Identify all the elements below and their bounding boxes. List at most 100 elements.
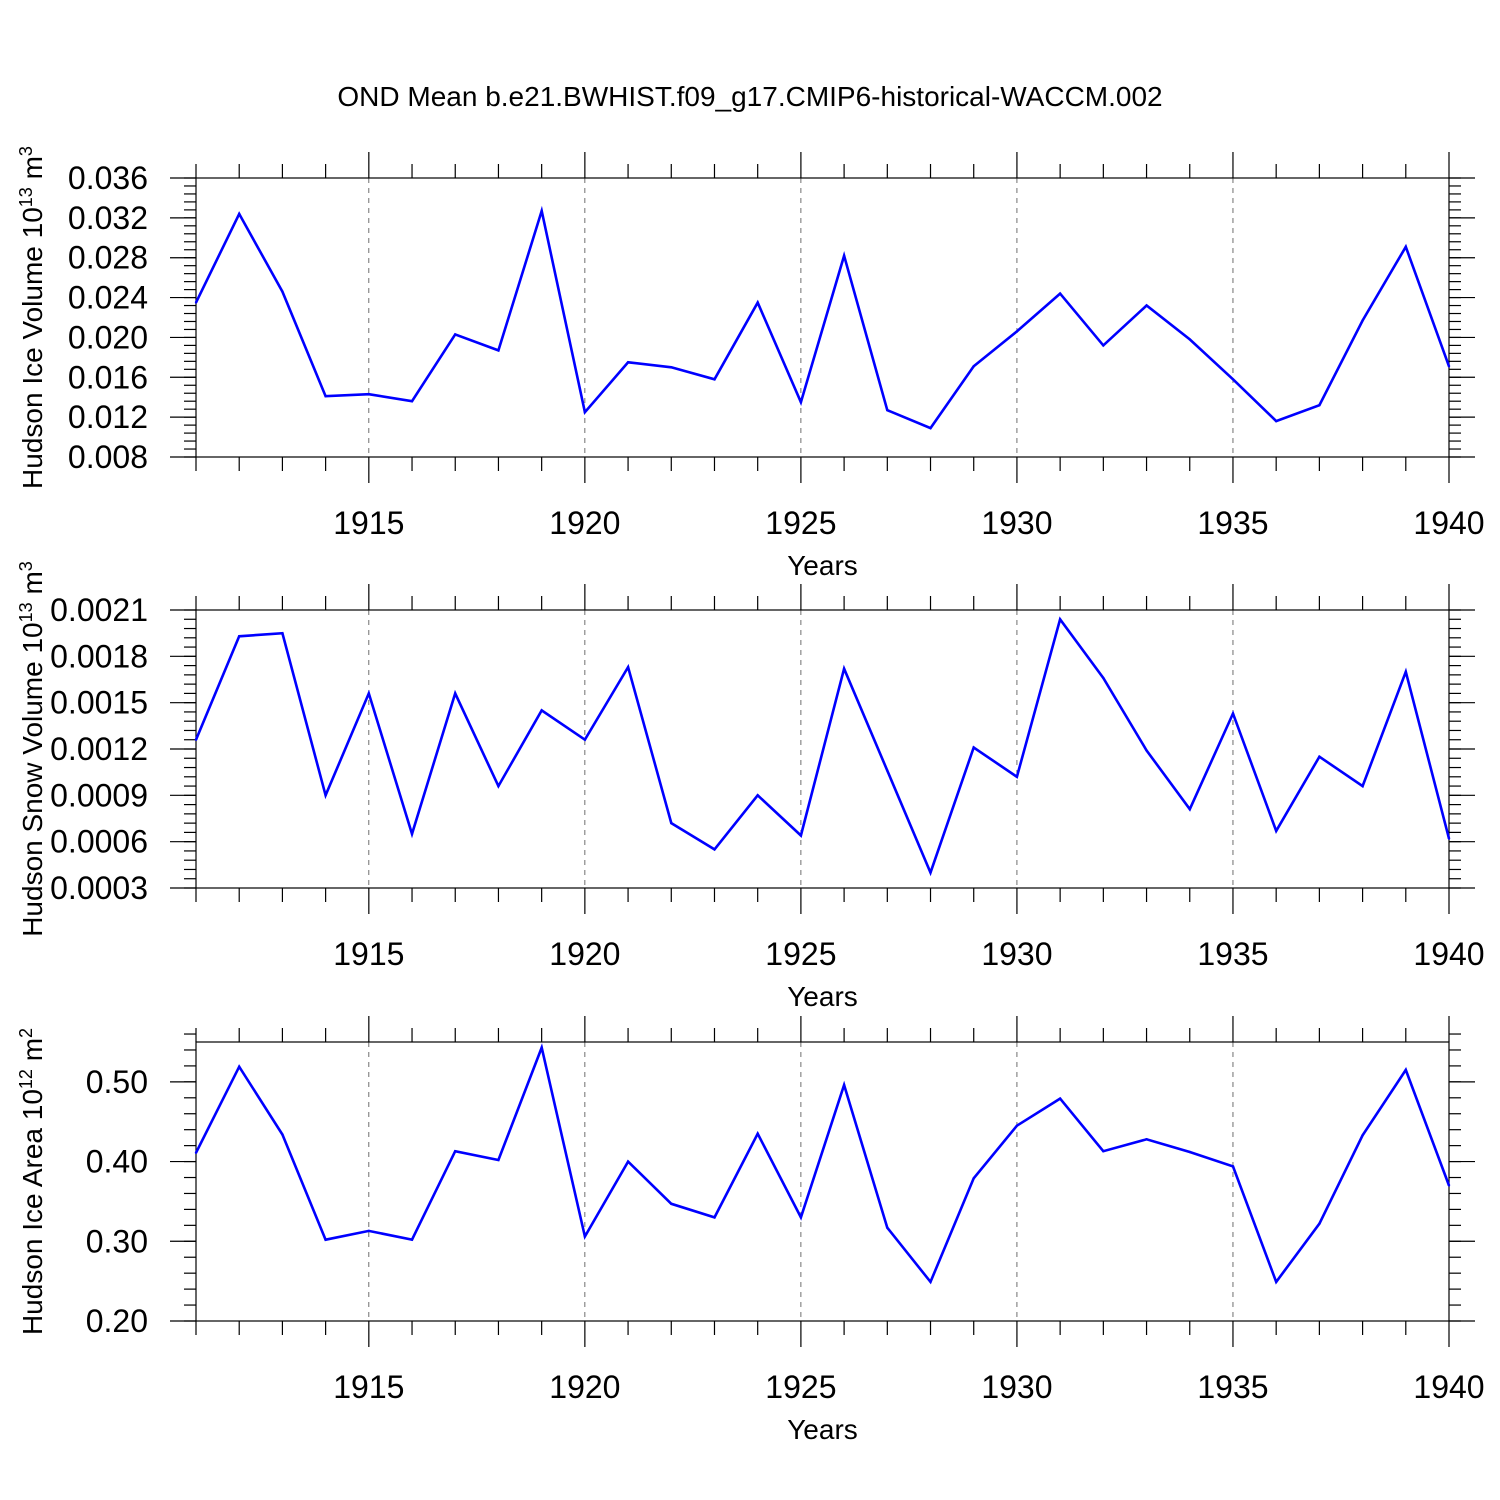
ice-area-data-point <box>410 1238 414 1241</box>
ice-area-x-tick-label: 1915 <box>333 1369 404 1405</box>
snow-volume-y-tick-label: 0.0003 <box>50 870 148 906</box>
ice-area-data-point <box>1231 1165 1235 1168</box>
snow-volume-data-point <box>1145 749 1148 752</box>
ice-volume-y-tick-label: 0.012 <box>68 399 148 435</box>
ice-volume-data-point <box>194 301 198 304</box>
ice-volume-data-point <box>626 361 630 364</box>
snow-volume-data-point <box>540 709 543 712</box>
snow-volume-data-point <box>1231 712 1235 715</box>
ice-area-x-tick-label: 1920 <box>549 1369 620 1405</box>
snow-volume-y-tick-label: 0.0006 <box>50 824 148 860</box>
ice-volume-data-point <box>1447 365 1451 368</box>
snow-volume-y-axis-label-unit-exponent: 3 <box>16 561 36 571</box>
ice-area-y-tick-label: 0.50 <box>86 1064 148 1100</box>
snow-volume-series-line <box>194 616 1451 877</box>
ice-volume-x-tick-label: 1915 <box>333 505 404 541</box>
ice-volume-data-point <box>799 400 803 404</box>
snow-volume-data-point <box>1274 829 1278 833</box>
ice-volume-data-point <box>1102 344 1105 347</box>
ice-area-plot-frame <box>195 1041 1450 1322</box>
ice-area-data-point <box>799 1216 803 1219</box>
snow-volume-panel: 1915 1920 1925 1930 1935 1940 0.0003 0.0006 0.00… <box>16 561 1485 1012</box>
snow-volume-data-point <box>842 667 846 670</box>
ice-area-data-point <box>1318 1222 1321 1225</box>
snow-volume-data-point <box>929 871 932 874</box>
ice-volume-data-point <box>842 254 846 257</box>
ice-volume-data-point <box>670 366 673 369</box>
ice-volume-y-tick-label: 0.008 <box>68 439 148 475</box>
ice-area-y-axis-label: Hudson Ice Area 1012 m2 <box>16 1028 48 1335</box>
ice-volume-data-point <box>583 410 587 414</box>
ice-volume-series-line <box>194 205 1451 430</box>
ice-volume-data-point <box>713 378 716 381</box>
ice-volume-y-axis-label-text: Hudson Ice Volume 10 <box>17 207 48 489</box>
ice-volume-x-tick-label: 1940 <box>1413 505 1484 541</box>
ice-area-data-point <box>1188 1150 1191 1154</box>
snow-volume-x-tick-label: 1940 <box>1413 936 1484 972</box>
snow-volume-data-point <box>1015 775 1019 778</box>
ice-volume-y-tick-label: 0.016 <box>68 359 148 395</box>
ice-volume-data-point <box>1318 403 1321 407</box>
snow-volume-y-axis-label: Hudson Snow Volume 1013 m3 <box>16 561 48 937</box>
ice-area-data-point <box>1015 1124 1019 1127</box>
snow-volume-data-point <box>972 746 975 749</box>
snow-volume-y-axis-label-exponent: 13 <box>16 602 36 622</box>
ice-volume-data-point <box>324 395 327 398</box>
ice-volume-data-point <box>410 400 414 403</box>
snow-volume-data-point <box>281 631 284 635</box>
ice-volume-data-point <box>281 290 284 293</box>
ice-volume-data-point <box>929 426 932 430</box>
ice-volume-x-tick-label: 1925 <box>765 505 836 541</box>
ice-volume-y-axis-label-exponent: 13 <box>16 187 36 207</box>
ice-volume-panel: 1915 1920 1925 1930 1935 1940 0.008 0.012 0.016 0… <box>16 146 1485 581</box>
snow-volume-x-axis-label: Years <box>787 981 858 1012</box>
ice-volume-y-tick-label: 0.028 <box>68 240 148 276</box>
snow-volume-data-point <box>238 635 241 638</box>
ice-area-data-point <box>1274 1280 1278 1284</box>
ice-volume-x-tick-label: 1930 <box>981 505 1052 541</box>
ice-volume-data-point <box>454 333 457 336</box>
snow-volume-data-point <box>1447 837 1451 840</box>
snow-volume-data-point <box>1361 784 1364 788</box>
snow-volume-x-tick-label: 1915 <box>333 936 404 972</box>
chart-title: OND Mean b.e21.BWHIST.f09_g17.CMIP6-hist… <box>337 81 1162 112</box>
snow-volume-data-point <box>713 848 716 851</box>
ice-area-x-tick-label: 1930 <box>981 1369 1052 1405</box>
ice-area-x-tick-label: 1935 <box>1197 1369 1268 1405</box>
ice-area-y-axis-label-unit-exponent: 2 <box>16 1028 36 1038</box>
ice-area-data-point <box>1447 1184 1451 1187</box>
ice-volume-y-axis-label-unit-exponent: 3 <box>16 146 36 156</box>
ice-area-data-point <box>929 1280 932 1284</box>
ice-area-data-point <box>886 1226 889 1229</box>
ice-volume-plot-frame <box>195 177 1450 458</box>
ice-area-y-axis-label-text: Hudson Ice Area 10 <box>17 1089 48 1335</box>
snow-volume-y-tick-label: 0.0015 <box>50 685 148 721</box>
ice-volume-y-tick-label: 0.036 <box>68 160 148 196</box>
ice-volume-data-point <box>1058 292 1062 295</box>
snow-volume-y-tick-label: 0.0018 <box>50 638 148 674</box>
ice-area-data-point <box>583 1235 587 1238</box>
snow-volume-x-tick-label: 1920 <box>549 936 620 972</box>
ice-volume-data-point <box>1231 378 1235 381</box>
snow-volume-data-point <box>583 738 587 741</box>
ice-volume-data-point <box>1274 419 1278 423</box>
ice-area-y-tick-label: 0.30 <box>86 1223 148 1259</box>
ice-volume-x-axis-label: Years <box>787 550 858 581</box>
snow-volume-data-point <box>410 832 414 836</box>
snow-volume-data-point <box>1318 755 1321 758</box>
ice-area-data-point <box>324 1238 327 1241</box>
ice-volume-x-tick-label: 1920 <box>549 505 620 541</box>
ice-area-data-point <box>454 1150 457 1153</box>
snow-volume-y-tick-label: 0.0012 <box>50 731 148 767</box>
snow-volume-data-point <box>626 665 630 669</box>
ice-area-y-tick-label: 0.20 <box>86 1303 148 1339</box>
ice-area-data-point <box>281 1133 284 1136</box>
ice-volume-y-tick-label: 0.024 <box>68 280 148 316</box>
ice-volume-data-point <box>756 301 759 304</box>
snow-volume-data-point <box>454 692 457 695</box>
snow-volume-data-point <box>1058 618 1062 621</box>
ice-volume-y-tick-label: 0.020 <box>68 319 148 355</box>
snow-volume-y-tick-label: 0.0009 <box>50 777 148 813</box>
snow-volume-data-point <box>497 784 500 788</box>
